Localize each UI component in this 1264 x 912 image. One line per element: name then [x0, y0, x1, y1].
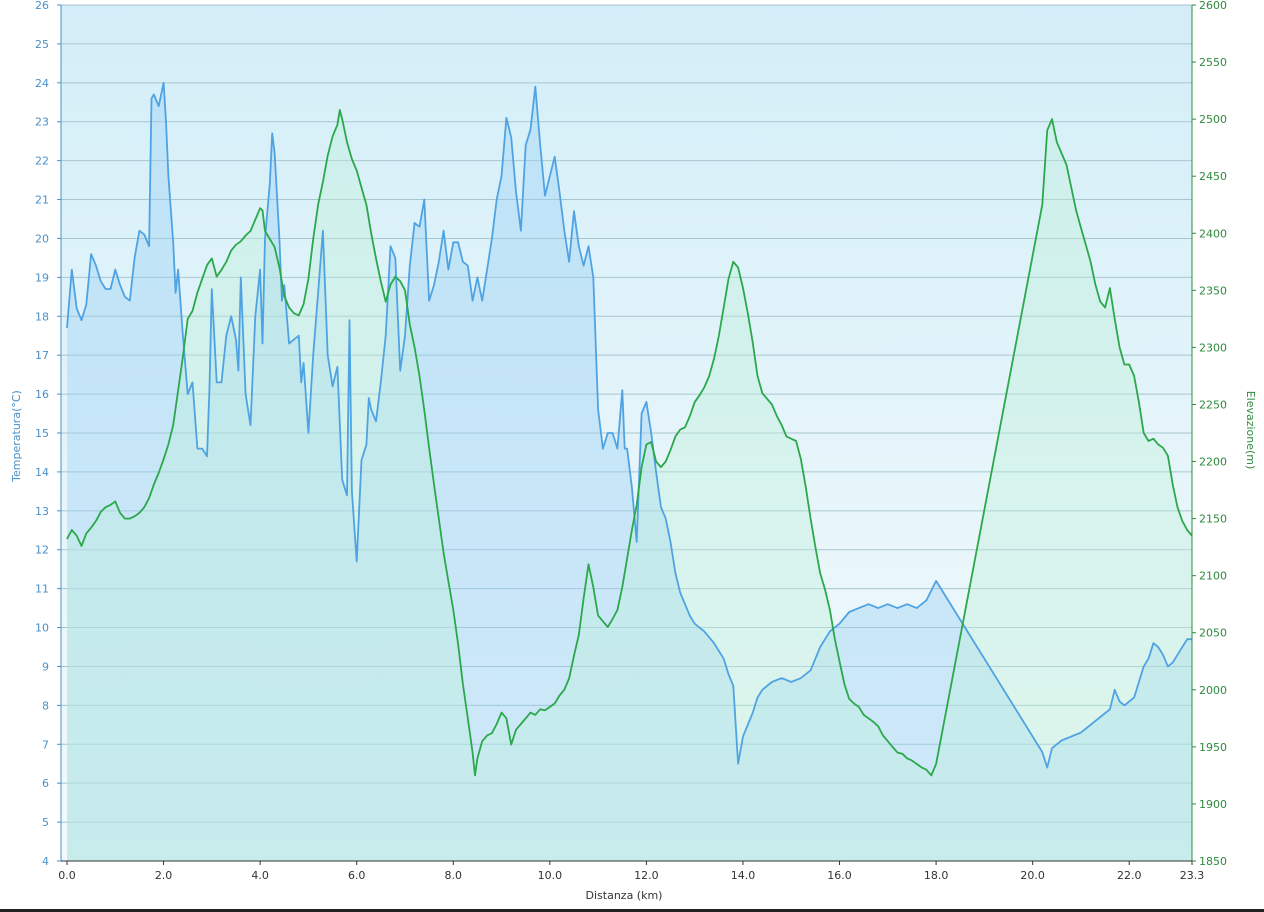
left-tick-label: 23	[35, 116, 49, 129]
series-lines	[66, 81, 1193, 777]
x-tick-label: 23.3	[1180, 869, 1205, 882]
left-tick-label: 5	[42, 816, 49, 829]
x-tick-label: 4.0	[251, 869, 269, 882]
series-line-right	[66, 109, 1193, 777]
left-tick-label: 9	[42, 660, 49, 673]
left-tick-label: 18	[35, 310, 49, 323]
right-tick-label: 2100	[1199, 570, 1227, 583]
left-tick-label: 10	[35, 622, 49, 635]
left-tick-label: 7	[42, 738, 49, 751]
x-axis-title: Distanza (km)	[586, 889, 663, 902]
right-tick-label: 2350	[1199, 284, 1227, 297]
x-tick-label: 16.0	[827, 869, 852, 882]
left-tick-label: 24	[35, 77, 49, 90]
left-tick-label: 11	[35, 583, 49, 596]
x-tick-label: 14.0	[731, 869, 756, 882]
series-line-left	[66, 81, 1192, 769]
left-axis-title: Temperatura(°C)	[10, 390, 23, 483]
x-tick-label: 0.0	[58, 869, 76, 882]
right-tick-label: 2200	[1199, 456, 1227, 469]
left-tick-label: 15	[35, 427, 49, 440]
left-tick-label: 16	[35, 388, 49, 401]
right-tick-label: 2600	[1199, 0, 1227, 12]
right-tick-label: 2250	[1199, 398, 1227, 411]
right-tick-label: 2300	[1199, 341, 1227, 354]
right-tick-label: 2500	[1199, 113, 1227, 126]
left-tick-label: 22	[35, 155, 49, 168]
x-tick-label: 20.0	[1020, 869, 1045, 882]
right-tick-label: 1900	[1199, 798, 1227, 811]
x-tick-label: 12.0	[634, 869, 659, 882]
grid-lines	[61, 4, 1192, 862]
right-tick-label: 2450	[1199, 170, 1227, 183]
right-tick-label: 1950	[1199, 741, 1227, 754]
left-tick-label: 17	[35, 349, 49, 362]
left-tick-label: 8	[42, 699, 49, 712]
bottom-border	[0, 909, 1264, 912]
left-tick-label: 6	[42, 777, 49, 790]
right-axis-ticks: 1850 1900 1950 2000 2050 2100 2150 2200 2250 2300…	[1192, 0, 1227, 868]
left-tick-label: 12	[35, 544, 49, 557]
left-tick-label: 25	[35, 38, 49, 51]
right-tick-label: 2050	[1199, 627, 1227, 640]
x-tick-label: 8.0	[445, 869, 463, 882]
x-axis-ticks: 0.0 2.0 4.0 6.0 8.0 10.0 12.0 14.0 16.0 18.0 20.0 2…	[58, 861, 1204, 882]
x-tick-label: 6.0	[348, 869, 366, 882]
right-tick-label: 2400	[1199, 227, 1227, 240]
left-axis-ticks: 4 5 6 7 8 9 10 11 12 13 14 15 16 17 18 19 20 21 22 23 24 25 26	[35, 0, 61, 868]
left-tick-label: 20	[35, 232, 49, 245]
left-tick-label: 19	[35, 271, 49, 284]
right-tick-label: 2550	[1199, 56, 1227, 69]
right-tick-label: 2000	[1199, 684, 1227, 697]
right-tick-label: 1850	[1199, 855, 1227, 868]
left-tick-label: 21	[35, 194, 49, 207]
x-tick-label: 18.0	[924, 869, 949, 882]
left-tick-label: 26	[35, 0, 49, 12]
series-area-right	[67, 110, 1192, 861]
x-tick-label: 10.0	[538, 869, 563, 882]
x-tick-label: 22.0	[1117, 869, 1142, 882]
right-axis-title: Elevazione(m)	[1244, 391, 1257, 470]
x-tick-label: 2.0	[155, 869, 173, 882]
left-tick-label: 13	[35, 505, 49, 518]
left-tick-label: 14	[35, 466, 49, 479]
left-tick-label: 4	[42, 855, 49, 868]
right-tick-label: 2150	[1199, 513, 1227, 526]
